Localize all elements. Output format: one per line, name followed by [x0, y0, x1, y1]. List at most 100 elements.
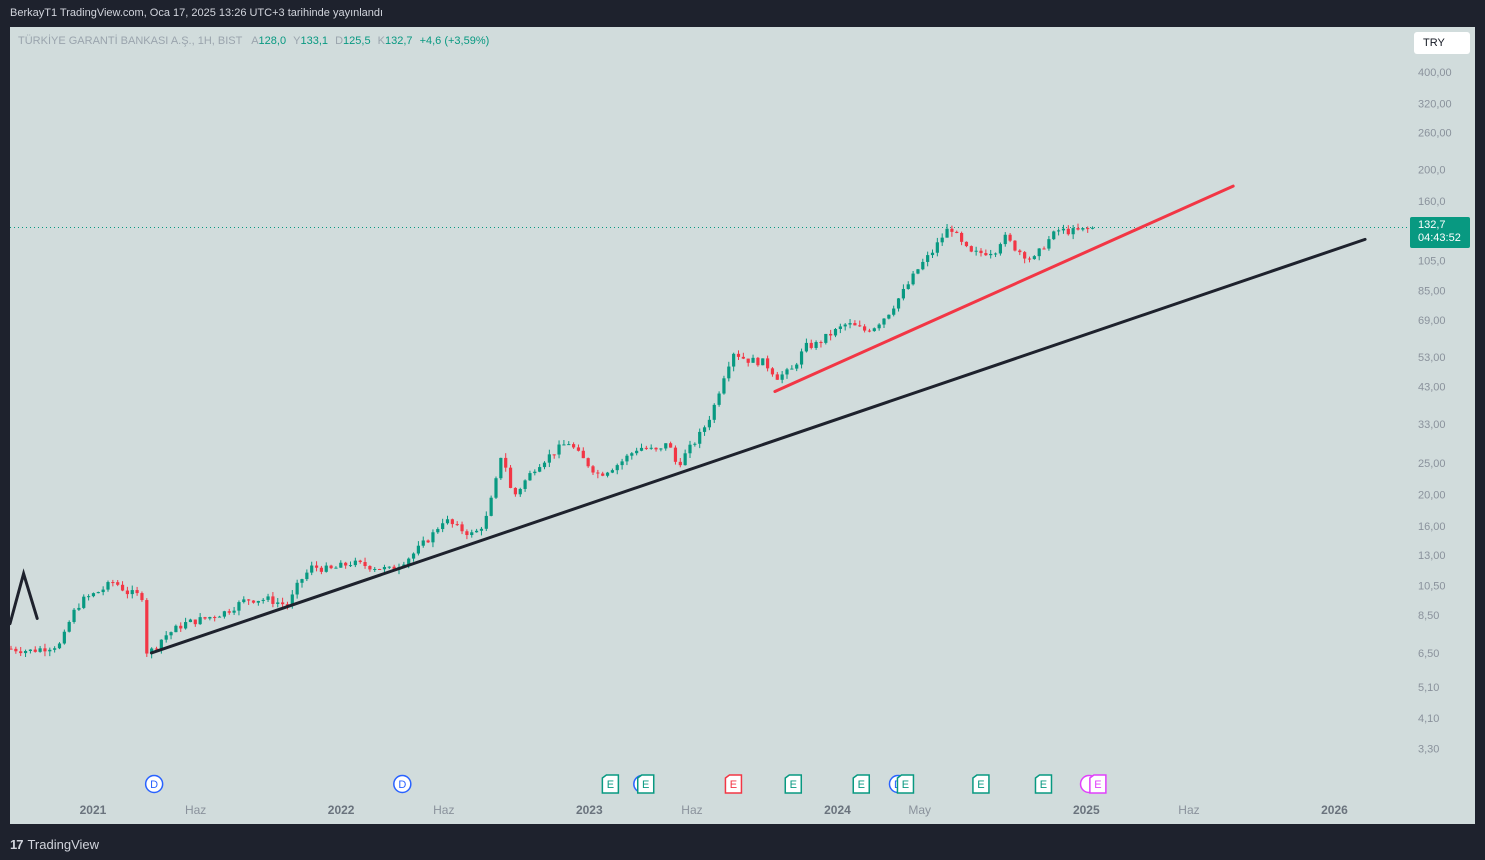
- y-tick-label: 160,0: [1418, 196, 1446, 208]
- support-trend-line: [149, 237, 1367, 655]
- candle: [445, 515, 450, 525]
- candle: [814, 340, 818, 350]
- candle: [378, 568, 382, 570]
- candle: [310, 561, 314, 576]
- candle: [601, 471, 605, 477]
- x-tick-label: 2025: [1073, 803, 1100, 817]
- candle: [935, 237, 939, 257]
- candle: [833, 327, 838, 338]
- candle: [91, 592, 96, 598]
- candle: [533, 469, 537, 476]
- peak-drawing: [10, 568, 39, 626]
- candle: [702, 425, 707, 436]
- candle: [804, 338, 808, 353]
- candle: [130, 585, 134, 599]
- candle: [450, 518, 454, 528]
- candle: [775, 371, 779, 380]
- candle: [465, 529, 469, 540]
- rising-trend-line: [773, 184, 1235, 393]
- brand-label: TradingView: [27, 837, 100, 852]
- earnings-up-marker[interactable]: E: [636, 774, 655, 794]
- candle: [213, 615, 217, 622]
- x-tick-label: Haz: [681, 803, 702, 817]
- earnings-next-marker[interactable]: E: [1089, 774, 1107, 794]
- candle: [654, 447, 658, 452]
- candle: [620, 458, 624, 470]
- candle: [232, 606, 236, 615]
- marker-label: E: [790, 779, 797, 791]
- candle: [48, 647, 52, 657]
- candle: [460, 521, 464, 535]
- last-price-tag: 132,7 04:43:52: [1410, 217, 1470, 248]
- candle: [896, 298, 901, 312]
- candle: [1027, 256, 1032, 263]
- candle: [916, 268, 920, 275]
- candle: [188, 618, 193, 623]
- candle: [382, 564, 387, 573]
- candle: [373, 567, 377, 572]
- y-tick-label: 16,00: [1418, 521, 1446, 533]
- earnings-up-marker[interactable]: E: [972, 774, 990, 794]
- candle: [251, 600, 256, 604]
- currency-button[interactable]: TRY: [1414, 32, 1470, 54]
- candle: [576, 444, 581, 452]
- candle: [411, 552, 416, 562]
- candle: [921, 258, 925, 271]
- candle: [77, 603, 81, 611]
- candle: [809, 339, 813, 350]
- earnings-up-marker[interactable]: E: [601, 774, 620, 794]
- candle: [116, 580, 120, 587]
- candle: [518, 487, 522, 497]
- x-tick-label: 2024: [824, 803, 851, 817]
- candle: [906, 281, 910, 290]
- candle: [1008, 233, 1012, 243]
- y-tick-label: 13,00: [1418, 550, 1446, 562]
- candle: [926, 251, 930, 267]
- candle: [101, 586, 105, 596]
- dividend-marker[interactable]: D: [144, 774, 164, 794]
- candle: [678, 458, 682, 468]
- dividend-marker[interactable]: D: [393, 774, 412, 794]
- candle: [140, 591, 144, 602]
- candle: [853, 320, 857, 326]
- chart-panel[interactable]: 400,00 320,00 260,00 200,0 160,0 105,0 85,00 69…: [10, 27, 1475, 824]
- y-tick-label: 33,00: [1418, 419, 1446, 431]
- high-label: Y: [293, 35, 301, 47]
- earnings-up-marker[interactable]: E: [896, 774, 915, 794]
- candle: [455, 521, 459, 526]
- candle: [174, 624, 178, 633]
- candle: [547, 449, 551, 468]
- earnings-down-marker[interactable]: E: [724, 774, 743, 794]
- candle: [572, 442, 576, 449]
- candle: [669, 441, 673, 448]
- earnings-up-marker[interactable]: E: [852, 774, 871, 794]
- candle: [159, 639, 163, 654]
- earnings-up-marker[interactable]: E: [1034, 774, 1053, 794]
- candle: [930, 249, 935, 258]
- candle: [227, 608, 231, 615]
- earnings-up-marker[interactable]: E: [784, 774, 803, 794]
- candle: [513, 487, 517, 497]
- candle: [892, 305, 896, 317]
- candle: [736, 350, 741, 361]
- candle: [911, 270, 915, 286]
- candle: [305, 569, 309, 582]
- candle: [877, 323, 881, 331]
- price-chart[interactable]: 400,00 320,00 260,00 200,0 160,0 105,0 85,00 69…: [10, 27, 1475, 824]
- candle: [145, 598, 149, 657]
- x-tick-label: 2026: [1321, 803, 1348, 817]
- y-tick-label: 43,00: [1418, 381, 1446, 393]
- candle: [368, 565, 372, 572]
- candle: [222, 610, 226, 619]
- candle: [1023, 251, 1027, 264]
- candle: [295, 579, 299, 599]
- candle: [87, 594, 91, 601]
- y-tick-label: 20,00: [1418, 489, 1446, 501]
- candle: [969, 245, 973, 253]
- last-price-value: 132,7: [1418, 219, 1446, 231]
- candle: [416, 541, 420, 556]
- y-tick-label: 400,00: [1418, 67, 1452, 79]
- candle: [979, 248, 983, 257]
- candle: [683, 449, 687, 466]
- candle: [1081, 227, 1085, 232]
